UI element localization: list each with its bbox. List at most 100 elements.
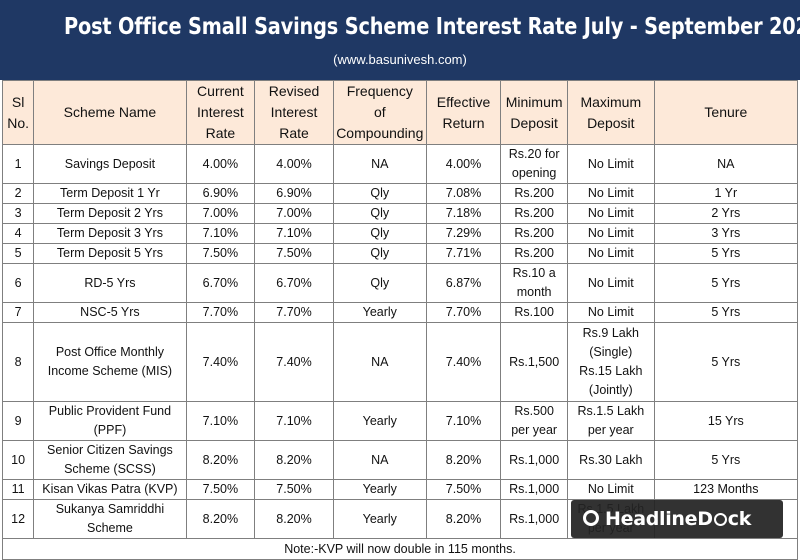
cell-minimum-deposit: Rs.20 for opening (500, 144, 568, 184)
wm-o-ring (713, 513, 727, 526)
table-row: 2 Term Deposit 1 Yr 6.90% 6.90% Qly 7.08% Rs.2… (1, 183, 799, 204)
cell-scheme-name: NSC-5 Yrs (33, 302, 187, 323)
cell-maximum-deposit: No Limit (566, 203, 655, 224)
cell-compounding: Yearly (332, 302, 427, 323)
cell-maximum-deposit: No Limit (566, 223, 655, 244)
cell-sl-no: 7 (1, 302, 35, 323)
cell-sl-no: 11 (1, 479, 35, 500)
cell-tenure: 5 Yrs (653, 263, 799, 303)
cell-tenure: 3 Yrs (653, 223, 799, 244)
cell-maximum-deposit: Rs.30 Lakh (566, 440, 655, 480)
header-compounding: Frequency of Compounding (332, 80, 427, 145)
cell-current-rate: 7.10% (185, 401, 256, 441)
cell-revised-rate: 7.10% (254, 223, 334, 244)
cell-revised-rate: 6.70% (254, 263, 334, 303)
header-maximum-deposit: Maximum Deposit (566, 80, 655, 145)
header-scheme-name: Scheme Name (33, 80, 187, 145)
headlinedock-logo-icon (583, 510, 599, 526)
cell-compounding: Qly (332, 223, 427, 244)
cell-effective-return: 6.87% (425, 263, 502, 303)
cell-minimum-deposit: Rs.100 (500, 302, 568, 323)
table-header-row: Sl No. Scheme Name Current Interest Rate Re… (1, 80, 799, 145)
cell-compounding: NA (332, 322, 427, 402)
cell-effective-return: 7.40% (425, 322, 502, 402)
cell-scheme-name: Savings Deposit (33, 144, 187, 184)
cell-compounding: Qly (332, 243, 427, 264)
cell-sl-no: 3 (1, 203, 35, 224)
table-row: 7 NSC-5 Yrs 7.70% 7.70% Yearly 7.70% Rs.100 No … (1, 302, 799, 323)
table-row: 11 Kisan Vikas Patra (KVP) 7.50% 7.50% Yearl… (1, 479, 799, 500)
page-subtitle: (www.basunivesh.com) (333, 52, 467, 67)
cell-effective-return: 7.29% (425, 223, 502, 244)
cell-compounding: Qly (332, 263, 427, 303)
header-tenure: Tenure (653, 80, 799, 145)
cell-minimum-deposit: Rs.1,500 (500, 322, 568, 402)
cell-effective-return: 8.20% (425, 440, 502, 480)
cell-revised-rate: 7.50% (254, 479, 334, 500)
cell-scheme-name: Post Office Monthly Income Scheme (MIS) (33, 322, 187, 402)
cell-effective-return: 7.18% (425, 203, 502, 224)
cell-maximum-deposit: No Limit (566, 183, 655, 204)
cell-scheme-name: Term Deposit 3 Yrs (33, 223, 187, 244)
cell-current-rate: 7.50% (185, 243, 256, 264)
cell-revised-rate: 7.70% (254, 302, 334, 323)
header-sl-no: Sl No. (1, 80, 35, 145)
cell-compounding: NA (332, 144, 427, 184)
cell-sl-no: 1 (1, 144, 35, 184)
cell-current-rate: 8.20% (185, 499, 256, 539)
cell-minimum-deposit: Rs.1,000 (500, 499, 568, 539)
cell-sl-no: 8 (1, 322, 35, 402)
cell-minimum-deposit: Rs.200 (500, 243, 568, 264)
cell-minimum-deposit: Rs.1,000 (500, 479, 568, 500)
cell-effective-return: 7.71% (425, 243, 502, 264)
cell-effective-return: 8.20% (425, 499, 502, 539)
table-row: 8 Post Office Monthly Income Scheme (MIS) 7… (1, 322, 799, 402)
cell-minimum-deposit: Rs.200 (500, 203, 568, 224)
cell-sl-no: 4 (1, 223, 35, 244)
interest-rate-table: Sl No. Scheme Name Current Interest Rate Re… (1, 80, 799, 560)
cell-sl-no: 2 (1, 183, 35, 204)
cell-maximum-deposit: No Limit (566, 263, 655, 303)
cell-tenure: 5 Yrs (653, 440, 799, 480)
table-row: 4 Term Deposit 3 Yrs 7.10% 7.10% Qly 7.29% Rs.… (1, 223, 799, 244)
cell-current-rate: 4.00% (185, 144, 256, 184)
cell-current-rate: 7.40% (185, 322, 256, 402)
cell-minimum-deposit: Rs.200 (500, 183, 568, 204)
cell-scheme-name: Term Deposit 1 Yr (33, 183, 187, 204)
cell-tenure: 15 Yrs (653, 401, 799, 441)
cell-effective-return: 7.50% (425, 479, 502, 500)
cell-compounding: Qly (332, 183, 427, 204)
cell-revised-rate: 8.20% (254, 499, 334, 539)
cell-effective-return: 4.00% (425, 144, 502, 184)
cell-effective-return: 7.08% (425, 183, 502, 204)
cell-revised-rate: 8.20% (254, 440, 334, 480)
cell-tenure: NA (653, 144, 799, 184)
cell-tenure: 5 Yrs (653, 322, 799, 402)
cell-compounding: Qly (332, 203, 427, 224)
cell-current-rate: 7.10% (185, 223, 256, 244)
table-row: 5 Term Deposit 5 Yrs 7.50% 7.50% Qly 7.71% Rs.… (1, 243, 799, 264)
cell-sl-no: 6 (1, 263, 35, 303)
cell-revised-rate: 7.50% (254, 243, 334, 264)
cell-maximum-deposit: No Limit (566, 243, 655, 264)
cell-maximum-deposit: No Limit (566, 302, 655, 323)
cell-scheme-name: RD-5 Yrs (33, 263, 187, 303)
header-effective-return: Effective Return (425, 80, 502, 145)
cell-revised-rate: 7.00% (254, 203, 334, 224)
headlinedock-watermark: HeadlineD ck (571, 500, 783, 538)
cell-sl-no: 9 (1, 401, 35, 441)
cell-tenure: 1 Yr (653, 183, 799, 204)
cell-minimum-deposit: Rs.500 per year (500, 401, 568, 441)
header-revised-rate: Revised Interest Rate (254, 80, 334, 145)
cell-revised-rate: 7.10% (254, 401, 334, 441)
cell-revised-rate: 4.00% (254, 144, 334, 184)
cell-current-rate: 8.20% (185, 440, 256, 480)
cell-maximum-deposit: No Limit (566, 479, 655, 500)
cell-current-rate: 6.90% (185, 183, 256, 204)
cell-minimum-deposit: Rs.200 (500, 223, 568, 244)
table-row: 10 Senior Citizen Savings Scheme (SCSS) 8.2… (1, 440, 799, 480)
header-minimum-deposit: Minimum Deposit (500, 80, 568, 145)
table-row: 3 Term Deposit 2 Yrs 7.00% 7.00% Qly 7.18% Rs.… (1, 203, 799, 224)
cell-tenure: 5 Yrs (653, 302, 799, 323)
